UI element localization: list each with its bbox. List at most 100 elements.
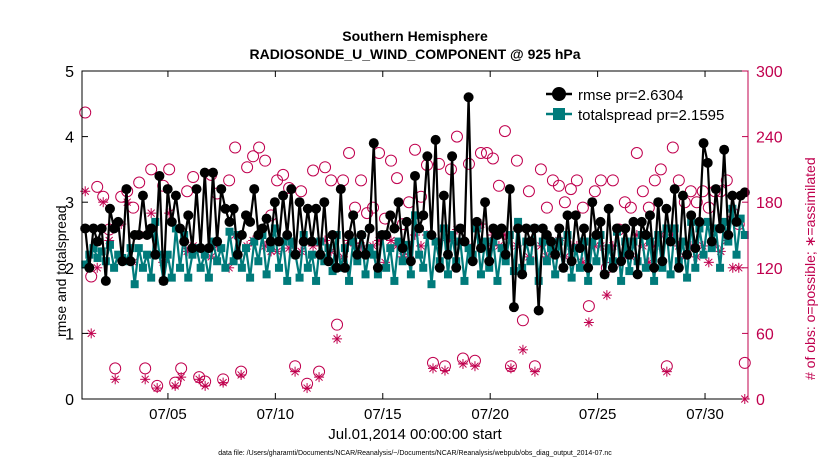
rmse-point xyxy=(706,236,717,247)
rmse-point xyxy=(451,262,462,273)
totalspread-point xyxy=(666,270,675,279)
x-tick-label: 07/30 xyxy=(686,406,724,423)
x-axis-label: Jul.01,2014 00:00:00 start xyxy=(328,426,502,443)
asterisk-stroke xyxy=(734,263,743,272)
x-tick-label: 07/25 xyxy=(579,406,617,423)
obs-assimilated-point xyxy=(194,374,205,385)
asterisk-stroke xyxy=(99,198,108,207)
rmse-point xyxy=(146,223,157,234)
obs-assimilated-point xyxy=(152,383,163,394)
totalspread-point xyxy=(250,237,259,246)
rmse-point xyxy=(690,243,701,254)
rmse-point xyxy=(719,144,730,155)
totalspread-point xyxy=(509,267,518,276)
rmse-point xyxy=(191,184,202,195)
rmse-point xyxy=(339,262,350,273)
x-tick-label: 07/15 xyxy=(364,406,402,423)
totalspread-point xyxy=(151,217,160,226)
totalspread-point xyxy=(81,260,90,269)
totalspread-point xyxy=(629,237,638,246)
rmse-point xyxy=(616,256,627,267)
rmse-point xyxy=(175,223,186,234)
totalspread-point xyxy=(270,224,279,233)
rmse-point xyxy=(179,236,190,247)
obs-assimilated-point xyxy=(427,363,438,374)
obs-assimilated-point xyxy=(517,344,528,355)
obs-assimilated-point xyxy=(146,208,157,219)
totalspread-point xyxy=(431,237,440,246)
obs-assimilated-point xyxy=(218,377,229,388)
asterisk-stroke xyxy=(237,371,245,379)
asterisk-stroke xyxy=(153,384,162,392)
obs-possible-point xyxy=(510,154,523,167)
totalspread-point xyxy=(542,257,551,266)
totalspread-point xyxy=(740,231,749,239)
totalspread-point xyxy=(678,237,687,246)
obs-assimilated-point xyxy=(601,290,612,301)
totalspread-point xyxy=(369,250,378,259)
totalspread-point xyxy=(650,276,659,285)
rmse-point xyxy=(306,236,317,247)
totalspread-point xyxy=(497,244,506,253)
rmse-point xyxy=(302,203,313,214)
rmse-point xyxy=(80,223,91,234)
rmse-point xyxy=(513,223,524,234)
asterisk-stroke xyxy=(585,318,593,327)
totalspread-point xyxy=(415,250,424,259)
obs-assimilated-point xyxy=(439,365,450,376)
obs-assimilated-point xyxy=(92,262,103,273)
rmse-point xyxy=(133,230,144,240)
rmse-point xyxy=(653,197,664,208)
rmse-point xyxy=(731,216,742,227)
totalspread-point xyxy=(200,250,209,259)
rmse-point xyxy=(562,210,573,221)
obs-possible-point xyxy=(391,172,404,185)
obs-assimilated-point xyxy=(529,366,540,377)
totalspread-point xyxy=(283,276,292,285)
y-right-tick-label: 300 xyxy=(756,64,783,81)
asterisk-stroke xyxy=(459,360,467,368)
rmse-point xyxy=(661,203,672,214)
totalspread-point xyxy=(732,250,741,259)
obs-possible-point xyxy=(385,154,398,167)
totalspread-point xyxy=(555,237,564,246)
rmse-point xyxy=(546,236,557,247)
obs-assimilated-point xyxy=(290,366,301,377)
rmse-point xyxy=(442,249,453,260)
totalspread-point xyxy=(691,263,700,272)
rmse-point xyxy=(669,184,680,195)
rmse-point xyxy=(220,203,231,214)
rmse-point xyxy=(397,243,408,254)
rmse-point xyxy=(496,223,507,234)
totalspread-point xyxy=(390,276,399,285)
rmse-point xyxy=(500,249,511,260)
totalspread-point xyxy=(353,257,362,266)
rmse-point xyxy=(459,236,470,247)
obs-possible-point xyxy=(636,185,649,198)
totalspread-point xyxy=(97,247,106,256)
y-right-tick-label: 120 xyxy=(756,261,783,278)
asterisk-stroke xyxy=(471,362,479,371)
obs-assimilated-point xyxy=(457,359,468,370)
rmse-point xyxy=(611,223,622,234)
totalspread-point xyxy=(345,276,354,285)
rmse-point xyxy=(504,184,515,195)
rmse-point xyxy=(599,269,610,280)
rmse-point xyxy=(405,256,416,267)
rmse-point xyxy=(418,210,429,221)
rmse-point xyxy=(294,197,305,208)
obs-possible-point xyxy=(474,147,487,159)
rmse-point xyxy=(104,203,115,214)
obs-possible-point xyxy=(163,163,176,176)
totalspread-point xyxy=(110,263,119,272)
totalspread-point xyxy=(703,217,712,226)
rmse-point xyxy=(434,262,445,273)
rmse-point xyxy=(348,210,359,221)
rmse-point xyxy=(257,223,268,234)
totalspread-point xyxy=(720,217,729,226)
totalspread-point xyxy=(662,224,671,233)
asterisk-stroke xyxy=(603,291,611,299)
totalspread-point xyxy=(716,263,725,272)
y-tick-label: 4 xyxy=(65,130,74,147)
